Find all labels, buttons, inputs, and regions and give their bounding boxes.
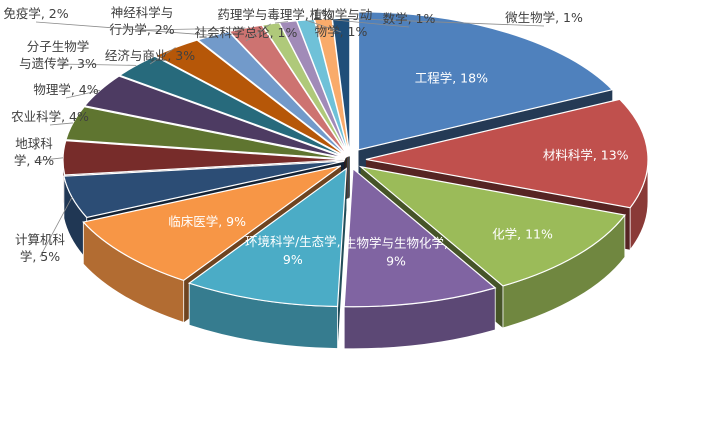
slice-4-label: 9% [386,254,406,269]
slice-10-label: 物理学, 4% [33,82,98,97]
slice-7-top [63,160,345,219]
slice-12-label: 经济与商业, 3% [105,48,195,63]
slice-4-top [343,167,497,308]
pie-slices [62,11,649,308]
slice-17-label: 物学, 1% [315,24,368,39]
slice-5-label: 9% [283,252,303,267]
slice-2-top [365,98,649,209]
slice-5-label: 环境科学/生态学, [245,234,341,249]
slice-14-label: 行为学, 2% [109,22,174,37]
slice-8-label: 学, 4% [14,153,54,168]
slice-2-label: 材料科学, 13% [543,147,629,162]
slice-labels: 工程学, 18% 材料科学, 13% 化学, 11% 生物学与生物化学, 9% 环境科学/… [3,5,628,269]
slice-6-label: 临床医学, 9% [168,214,246,229]
slice-3-top [358,165,626,287]
leader-lines [33,17,545,258]
slice-1-top [357,11,614,151]
slice-12-leader-line [149,47,176,65]
slice-13-leader-line [35,21,214,36]
slice-11-label: 与遗传学, 3% [19,56,97,71]
slice-4-label: 生物学与生物化学, [344,236,448,251]
slice-3-label: 化学, 11% [492,226,553,241]
slice-11-leader-line [57,63,137,66]
slice-15-leader-line [245,23,271,42]
slice-9-leader-line [49,122,74,126]
slice-15-label: 社会科学总论, 1% [195,25,298,40]
slice-19-leader-line [341,17,545,27]
slice-8-label: 地球科 [15,136,53,151]
slice-10-leader-line [65,90,101,99]
slice-11-label: 分子生物学 [27,39,90,54]
slice-8-leader-line [33,157,64,162]
slice-7-label: 学, 5% [20,249,60,264]
slice-5-radial-wall [337,168,347,349]
slice-16-label: 药理学与毒理学, 1% [217,7,332,22]
slice-12-top [154,39,348,158]
slice-19-label: 微生物学, 1% [505,10,583,25]
slice-5-top [187,167,348,308]
slice-7-leader-line [39,197,73,258]
slice-17-label: 植物学与动 [310,7,373,22]
slice-9-label: 农业科学, 4% [11,109,89,124]
slice-18-leader-line [323,18,410,28]
slice-16-leader-line [274,21,289,24]
slice-14-leader-line [141,27,246,31]
slice-18-label: 数学, 1% [383,11,436,26]
slice-13-label: 免疫学, 2% [3,6,68,21]
slice-17-leader-line [305,19,342,33]
slice-14-label: 神经科学与 [111,5,174,20]
slice-7-label: 计算机科 [15,232,66,247]
slice-6-top [82,165,342,282]
slice-1-label: 工程学, 18% [415,70,488,85]
